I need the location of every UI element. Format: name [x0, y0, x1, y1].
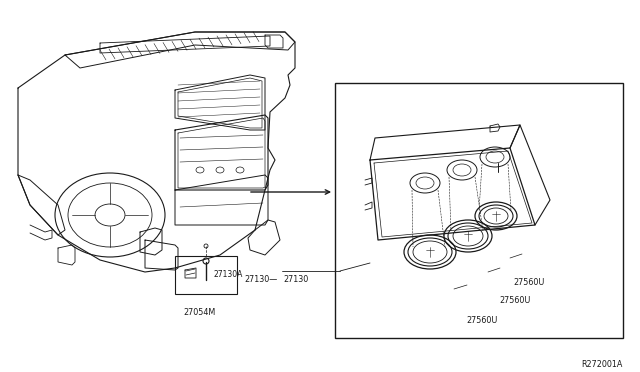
Text: 27560U: 27560U: [499, 296, 531, 305]
Text: 27560U: 27560U: [466, 316, 497, 325]
Text: 27560U: 27560U: [513, 278, 545, 287]
Text: 27130—: 27130—: [244, 275, 278, 284]
Text: 27130: 27130: [283, 275, 308, 284]
Text: R272001A: R272001A: [582, 360, 623, 369]
Text: 27054M: 27054M: [184, 308, 216, 317]
Bar: [175, 256, 237, 294]
Bar: [335, 83, 623, 338]
Text: 27130A: 27130A: [213, 270, 243, 279]
